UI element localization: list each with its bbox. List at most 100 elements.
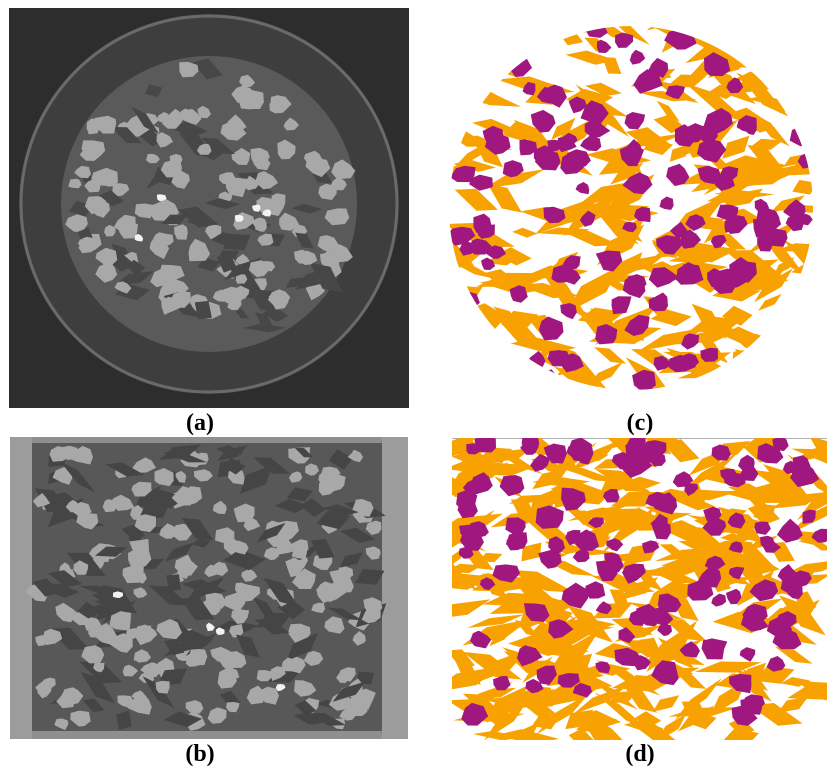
fiber-phase [787, 682, 827, 700]
grain [161, 296, 181, 315]
grain [65, 499, 80, 513]
grain-phase [656, 235, 682, 255]
grain-phase [799, 351, 813, 373]
dark-fiber-region [286, 487, 313, 502]
fiber-phase [780, 32, 813, 49]
grain-phase [783, 199, 806, 219]
fiber-phase [767, 335, 803, 357]
fiber-phase [568, 728, 594, 740]
fiber-phase [758, 293, 782, 311]
grain-phase [696, 138, 727, 163]
grain [111, 494, 135, 511]
fiber-phase [738, 383, 782, 390]
grain-phase [587, 517, 604, 528]
grain-phase [756, 207, 780, 231]
grain [291, 546, 308, 560]
fiber-phase [516, 697, 558, 717]
grain [104, 224, 116, 237]
fiber-phase [776, 243, 813, 253]
fiber-phase [452, 649, 476, 667]
fiber-phase [661, 557, 719, 572]
grain [109, 611, 132, 631]
dark-fiber-region [339, 552, 363, 568]
fiber-phase [459, 360, 491, 384]
fiber-phase [653, 385, 685, 390]
grain-phase [758, 376, 785, 390]
fiber-phase [707, 540, 754, 549]
fiber-phase [624, 686, 658, 713]
fiber-phase [449, 26, 479, 54]
grain-phase [536, 86, 556, 104]
fiber-phase [610, 252, 643, 283]
grain [267, 289, 291, 307]
grain-phase [580, 135, 602, 152]
grain-phase [449, 226, 476, 246]
grain-phase [704, 52, 731, 77]
grain [204, 564, 218, 577]
caption-a: (a) [186, 410, 214, 436]
grain [112, 183, 130, 197]
grain-phase [778, 335, 808, 361]
dark-fiber-region [48, 570, 83, 588]
grain [156, 619, 182, 640]
fiber-phase [500, 591, 533, 614]
fiber-phase [488, 378, 529, 390]
grain-phase [776, 83, 792, 99]
dark-fiber-region [253, 457, 290, 474]
fiber-phase [659, 544, 686, 556]
fiber-phase [482, 169, 545, 190]
grain [365, 546, 381, 560]
grain-phase [481, 257, 496, 270]
grain-phase [538, 316, 564, 341]
dark-fiber-region [310, 539, 335, 559]
dark-fiber-region [256, 522, 286, 543]
bright-inclusion [156, 194, 167, 202]
grain [229, 624, 244, 638]
grain [235, 274, 248, 284]
grain-phase [655, 292, 668, 307]
grain-phase [622, 563, 646, 584]
grain-phase [493, 676, 511, 691]
fiber-phase [559, 26, 605, 31]
fiber-phase [507, 569, 576, 593]
grain-phase [470, 46, 495, 66]
fiber-phase [488, 30, 542, 49]
caption-d: (d) [625, 741, 655, 767]
fiber-phase [451, 340, 513, 353]
fiber-phase [620, 394, 674, 408]
grain-phase [697, 165, 722, 185]
grain-phase [720, 468, 738, 481]
grain [159, 523, 178, 539]
grain-phase [574, 529, 600, 551]
grain [252, 217, 267, 230]
grain-phase [645, 491, 668, 509]
grain-phase [728, 541, 743, 553]
fiber-phase [787, 56, 813, 67]
grain [146, 153, 160, 164]
grain-phase [535, 505, 564, 529]
fiber-phase [784, 371, 813, 390]
fiber-phase [531, 630, 596, 645]
grain-phase [611, 296, 632, 315]
grain-phase [505, 532, 528, 551]
dark-fiber-region [354, 569, 385, 585]
grain-phase [637, 386, 667, 390]
fiber-phase [634, 711, 662, 728]
dark-fiber-region [91, 591, 127, 608]
grain-phase [485, 245, 506, 259]
grain-phase [659, 196, 674, 210]
fiber-phase [763, 464, 814, 503]
caption-b: (b) [185, 741, 215, 767]
fiber-phase [501, 392, 533, 408]
fiber-phase [652, 695, 680, 712]
fiber-phase [658, 438, 692, 454]
fiber-phase [618, 577, 659, 601]
grain-phase [700, 347, 718, 362]
grain [320, 253, 335, 265]
grain-phase [776, 611, 797, 629]
grain-phase [710, 235, 727, 249]
grain-phase [790, 463, 820, 488]
grain-phase [561, 582, 589, 609]
grain-phase [519, 139, 538, 156]
dark-fiber-region [300, 498, 326, 518]
